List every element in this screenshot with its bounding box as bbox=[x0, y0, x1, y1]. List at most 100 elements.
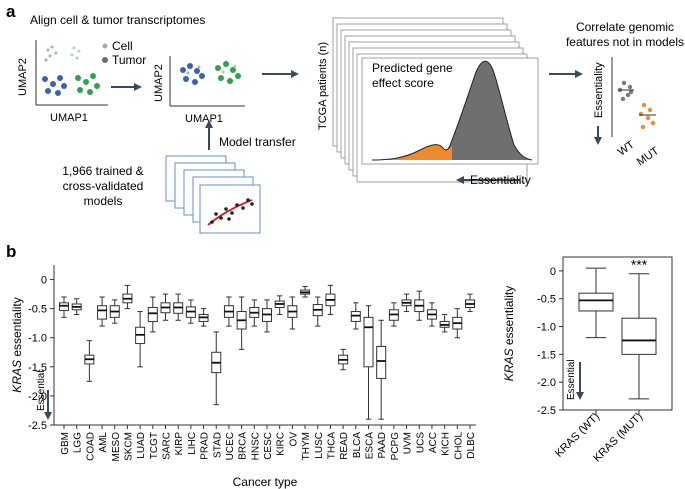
umap2-points bbox=[180, 61, 241, 85]
box-brca bbox=[236, 296, 247, 350]
box-iqr bbox=[621, 317, 657, 355]
y-axis-label-text: essentiality bbox=[502, 286, 516, 349]
y-tick-label: -1.5 bbox=[537, 349, 556, 361]
correlate-title-line-1: Correlate genomic bbox=[576, 20, 674, 34]
y-axis-label-gene: KRAS bbox=[502, 349, 516, 382]
y-tick-label: -1.0 bbox=[28, 333, 47, 345]
x-tick-label: THCA bbox=[326, 432, 337, 460]
predicted-title-line-1: Predicted gene bbox=[372, 61, 453, 75]
x-tick-label: AML bbox=[98, 432, 109, 453]
box-iqr bbox=[363, 316, 374, 368]
umap-plot-aligned-after: UMAP2 UMAP1 bbox=[153, 56, 245, 125]
box-aml bbox=[97, 296, 108, 327]
box-uvm bbox=[401, 293, 412, 313]
x-tick-label: COAD bbox=[85, 432, 96, 461]
x-tick-label: LUAD bbox=[136, 432, 147, 459]
box-acc bbox=[426, 302, 437, 327]
tcga-axis-label: TCGA patients (n) bbox=[317, 42, 329, 130]
x-tick-label: GBM bbox=[60, 432, 71, 455]
trained-models-line-3: models bbox=[84, 194, 123, 208]
x-tick-label: THYM bbox=[301, 432, 312, 460]
umap1-xlabel: UMAP1 bbox=[50, 112, 88, 124]
box-esca bbox=[363, 305, 374, 420]
y-tick-label: -2.0 bbox=[28, 391, 47, 403]
tcga-distribution-stack: TCGA patients (n) Predicted gene effect … bbox=[317, 17, 539, 187]
x-tick-label: HNSC bbox=[250, 432, 261, 460]
y-tick-label: -2.5 bbox=[28, 420, 47, 432]
align-title: Align cell & tumor transcriptomes bbox=[30, 13, 205, 27]
x-tick-label: LIHC bbox=[187, 432, 198, 455]
box-coad bbox=[84, 340, 95, 382]
x-tick-label: STAD bbox=[212, 432, 223, 458]
y-tick-label: -2.0 bbox=[537, 377, 556, 389]
x-tick-label: LUSC bbox=[314, 432, 325, 459]
mut-points bbox=[638, 102, 656, 130]
umap-plot-aligned-before: UMAP2 UMAP1 Cell Tumor bbox=[17, 39, 146, 124]
x-tick-label: CESC bbox=[263, 432, 274, 460]
x-tick-label: ESCA bbox=[365, 432, 376, 460]
box-paad bbox=[376, 319, 387, 420]
box-prad bbox=[198, 308, 209, 327]
box-thym bbox=[300, 286, 311, 298]
panel-b-label: b bbox=[6, 242, 16, 261]
y-tick-label: -1.5 bbox=[28, 362, 47, 374]
y-axis-label: KRAS essentiality bbox=[10, 297, 24, 392]
y-tick-label: -1.0 bbox=[537, 322, 556, 334]
x-axis-label: Cancer type bbox=[233, 475, 298, 489]
umap2-xlabel: UMAP1 bbox=[185, 113, 223, 125]
x-tick-label: KICH bbox=[441, 432, 452, 456]
x-tick-label: READ bbox=[339, 432, 350, 460]
umap1-points bbox=[42, 45, 100, 96]
x-tick-label: KIRC bbox=[276, 432, 287, 456]
trained-models-line-2: cross-validated bbox=[63, 179, 144, 193]
x-tick-label: PAAD bbox=[377, 432, 388, 459]
kras-status-boxplot: 0 -0.5 -1.0 -1.5 -2.0 -2.5 KRAS essentiality Es… bbox=[502, 256, 673, 464]
trained-models-line-1: 1,966 trained & bbox=[62, 164, 143, 178]
y-tick-label: 0 bbox=[550, 266, 556, 278]
y-axis-label: KRAS essentiality bbox=[502, 286, 516, 381]
x-tick-label: BRCA bbox=[238, 432, 249, 460]
x-tick-label: UCS bbox=[415, 432, 426, 453]
box-iqr bbox=[376, 345, 387, 379]
box-read bbox=[338, 348, 349, 371]
x-tick-label: UVM bbox=[403, 432, 414, 454]
x-tick-label: SKCM bbox=[123, 432, 134, 461]
density-curve bbox=[371, 60, 533, 161]
x-tick-label: KIRP bbox=[174, 432, 185, 456]
box-hnsc bbox=[249, 299, 260, 327]
box-lusc bbox=[312, 296, 323, 327]
x-tick-label: ACC bbox=[428, 432, 439, 453]
box-iqr bbox=[97, 305, 108, 320]
umap1-ylabel: UMAP2 bbox=[17, 58, 29, 96]
box-kirc bbox=[274, 295, 285, 315]
front-density-panel: Predicted gene effect score bbox=[371, 60, 533, 161]
box-tcgt bbox=[147, 296, 158, 333]
box-stad bbox=[211, 331, 222, 406]
predicted-title-line-2: effect score bbox=[372, 76, 434, 90]
correlate-inset: Correlate genomic features not in models… bbox=[566, 20, 684, 168]
box-ucs bbox=[414, 290, 425, 321]
box-gbm bbox=[59, 296, 69, 318]
x-tick-label: UCEC bbox=[225, 432, 236, 460]
model-stack-icon bbox=[165, 155, 261, 234]
box-kras-mut bbox=[621, 273, 657, 400]
essentiality-label: Essentiality bbox=[470, 173, 531, 187]
box-pcpg bbox=[388, 302, 399, 327]
y-tick-label: -0.5 bbox=[537, 294, 556, 306]
model-transfer-label: Model transfer bbox=[219, 135, 296, 149]
box-skcm bbox=[122, 284, 133, 310]
box-meso bbox=[109, 299, 120, 324]
panel-a-label: a bbox=[6, 2, 16, 21]
box-kirp bbox=[173, 293, 184, 321]
density-area bbox=[372, 61, 532, 160]
box-ucec bbox=[223, 296, 234, 327]
box-ov bbox=[287, 296, 298, 330]
x-tick-label: PCPG bbox=[390, 432, 401, 461]
y-tick-label: 0 bbox=[41, 275, 47, 287]
x-tick-label: DLBC bbox=[466, 432, 477, 459]
x-tick-label: OV bbox=[288, 432, 299, 447]
box-blca bbox=[350, 302, 361, 330]
y-tick-label: -0.5 bbox=[28, 304, 47, 316]
correlate-title-line-2: features not in models bbox=[566, 35, 684, 49]
x-tick-label: BLCA bbox=[352, 432, 363, 458]
